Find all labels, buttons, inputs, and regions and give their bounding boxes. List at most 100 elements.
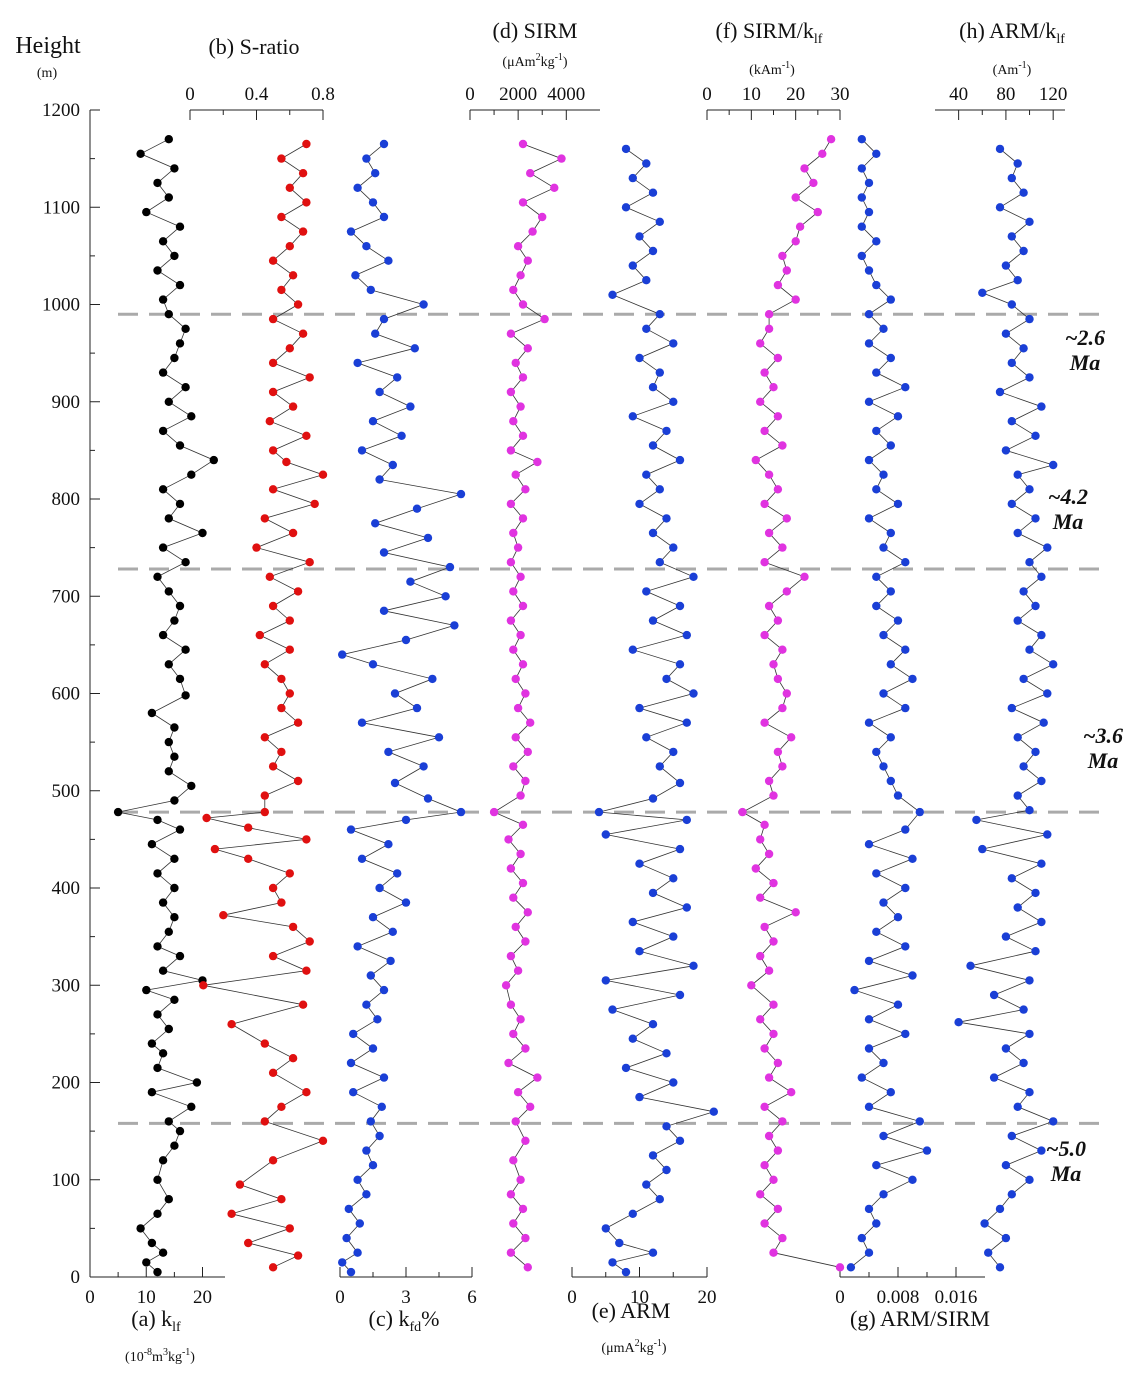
panel-e-data-point (628, 1209, 637, 1219)
panel-h-data-point (1013, 528, 1022, 538)
panel-e-data-point (594, 807, 604, 817)
panel-c-data-point (338, 1258, 347, 1267)
panel-e-data-point (642, 587, 651, 596)
panel-g-data-point (879, 1131, 888, 1141)
panel-a-data-point (170, 164, 179, 173)
panel-a-connector-line (118, 138, 215, 1273)
panel-c-data-point (379, 606, 389, 615)
panel-e-data-point (655, 762, 664, 771)
panel-b-data-point (293, 1251, 303, 1260)
panel-b-data-point (260, 791, 269, 800)
panel-c-data-point (390, 689, 400, 698)
panel-g-data-point (864, 310, 874, 319)
panel-g-data-point (886, 733, 895, 742)
panel-f-tick-label: 30 (831, 84, 850, 105)
panel-d-data-point (511, 1117, 520, 1126)
panel-d-data-point (513, 242, 523, 251)
panel-f-data-point (773, 674, 783, 684)
panel-d-data-point (504, 1058, 513, 1068)
panel-b-data-point (268, 1068, 278, 1078)
panel-b-tick-label: 0.8 (311, 84, 335, 105)
panel-h-tick-label: 80 (996, 84, 1015, 105)
age-label-3-6-unit: Ma (1087, 748, 1119, 773)
panel-c-data-point (390, 778, 400, 788)
panel-a-data-point (153, 572, 162, 581)
panel-h-data-point (989, 1073, 999, 1082)
panel-g-data-point (893, 499, 903, 509)
panel-b-data-point (268, 1263, 278, 1272)
panel-b-data-point (285, 242, 294, 251)
panel-f-title: (f) SIRM/klf (716, 18, 823, 47)
panel-h-data-point (978, 288, 987, 297)
panel-h-data-point (1007, 1131, 1016, 1141)
panel-e-data-point (682, 903, 691, 912)
panel-f-data-point (764, 776, 774, 786)
panel-g-data-point (901, 703, 910, 713)
panel-f-data-point (756, 397, 765, 406)
panel-b-data-point (268, 256, 278, 265)
panel-a-data-point (158, 368, 168, 377)
panel-e-data-point (655, 310, 664, 319)
panel-e-data-point (635, 353, 644, 363)
panel-c-data-point (362, 242, 371, 251)
panel-d-data-point (489, 807, 499, 817)
panel-c-data-point (362, 154, 371, 163)
panel-c-data-point (353, 183, 362, 192)
panel-b-data-point (244, 1238, 253, 1248)
panel-e-data-point (669, 747, 678, 757)
panel-f-data-point (760, 1161, 769, 1170)
panel-e-tick-label: 10 (630, 1287, 649, 1308)
panel-d-data-point (518, 601, 528, 611)
panel-e-data-point (689, 961, 698, 970)
panel-h-data-point (1049, 660, 1058, 669)
height-tick-label: 400 (52, 878, 81, 899)
height-tick-label: 800 (52, 489, 81, 510)
panel-f-data-point (778, 543, 787, 552)
panel-b-data-point (302, 431, 311, 440)
panel-h-data-point (1043, 689, 1052, 698)
panel-c-data-point (419, 762, 428, 771)
panel-b-tick-label: 0.4 (245, 84, 269, 105)
panel-h-data-point (1025, 806, 1034, 815)
panel-f-data-point (760, 820, 769, 829)
panel-h-data-point (1037, 776, 1046, 786)
panel-a-data-point (158, 1248, 168, 1257)
panel-b-data-point (260, 514, 269, 523)
panel-b-data-point (268, 446, 278, 455)
panel-h-data-point (1039, 718, 1048, 727)
panel-c-data-point (366, 971, 375, 980)
panel-b-data-point (227, 1209, 236, 1219)
panel-f-data-point (769, 937, 778, 946)
panel-a-data-point (175, 499, 185, 509)
panel-c-data-point (355, 1219, 364, 1228)
panel-e-data-point (648, 528, 658, 538)
panel-f-data-point (764, 601, 774, 611)
panel-b-data-point (285, 344, 294, 353)
panel-a-data-point (187, 781, 196, 791)
panel-b-series (199, 139, 328, 1272)
panel-f-data-point (760, 630, 769, 640)
panel-h-connector-line (958, 148, 1055, 1268)
panel-d-data-point (538, 212, 547, 222)
panel-g-data-point (893, 1000, 903, 1009)
panel-a-data-point (136, 1224, 145, 1233)
panel-b-data-point (288, 402, 298, 411)
panel-e-data-point (682, 718, 691, 727)
height-tick-label: 300 (52, 975, 81, 996)
panel-h-data-point (1025, 485, 1034, 494)
panel-a-data-point (153, 1209, 162, 1219)
panel-g-data-point (922, 1146, 932, 1155)
panel-e-data-point (628, 917, 637, 927)
panel-b-data-point (302, 139, 311, 149)
panel-d-connector-line (493, 143, 563, 1268)
panel-d-data-point (509, 528, 518, 538)
panel-f-data-point (791, 237, 800, 246)
panel-h-data-point (995, 144, 1005, 154)
panel-e-data-point (662, 514, 671, 523)
panel-a-data-point (164, 135, 173, 144)
panel-c-data-point (349, 1088, 358, 1097)
panel-c-data-point (371, 519, 380, 528)
panel-h-data-point (1025, 558, 1034, 567)
panel-c-data-point (349, 1029, 358, 1039)
panel-b-data-point (268, 883, 278, 893)
